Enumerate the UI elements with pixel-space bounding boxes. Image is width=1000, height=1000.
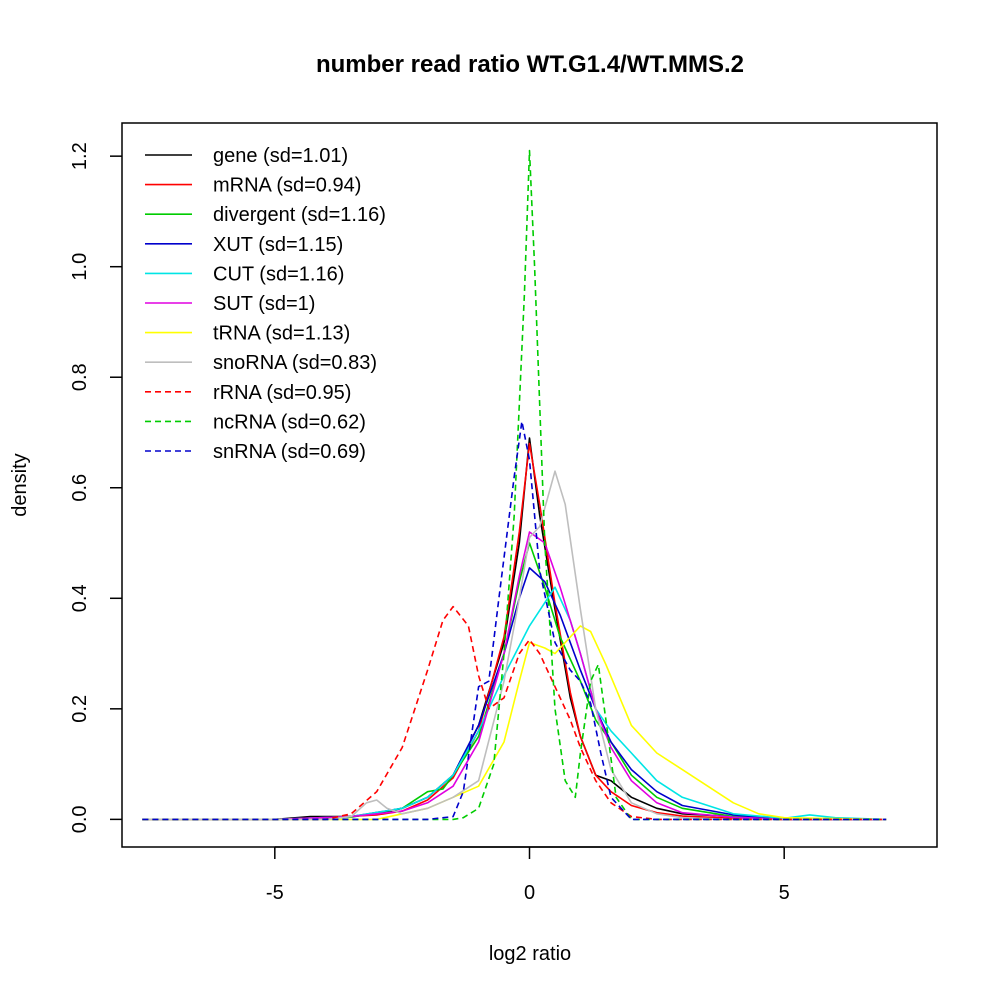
series-line-7	[142, 470, 887, 821]
legend-label: mRNA (sd=0.94)	[213, 175, 361, 197]
x-tick-label: 5	[779, 882, 790, 904]
series-line-10	[142, 420, 887, 821]
x-axis-label: log2 ratio	[489, 943, 571, 965]
y-tick-label: 0.8	[69, 363, 91, 391]
legend-label: SUT (sd=1)	[213, 293, 315, 315]
y-tick-label: 1.0	[69, 253, 91, 281]
legend: gene (sd=1.01) mRNA (sd=0.94) divergent (s…	[145, 145, 386, 463]
y-tick-label: 0.2	[69, 695, 91, 723]
legend-label: CUT (sd=1.16)	[213, 263, 344, 285]
y-axis-label: density	[9, 453, 31, 516]
series-line-8	[142, 605, 887, 821]
chart-title: number read ratio WT.G1.4/WT.MMS.2	[316, 51, 744, 78]
y-tick-label: 0.6	[69, 474, 91, 502]
legend-label: divergent (sd=1.16)	[213, 204, 386, 226]
legend-label: snoRNA (sd=0.83)	[213, 352, 377, 374]
series-lines	[142, 149, 887, 821]
series-line-9	[142, 149, 887, 821]
legend-label: gene (sd=1.01)	[213, 145, 348, 167]
y-tick-label: 1.2	[69, 142, 91, 170]
y-tick-label: 0.0	[69, 805, 91, 833]
legend-label: tRNA (sd=1.13)	[213, 323, 350, 345]
legend-label: XUT (sd=1.15)	[213, 234, 343, 256]
y-tick-label: 0.4	[69, 584, 91, 612]
legend-label: snRNA (sd=0.69)	[213, 441, 366, 463]
legend-label: rRNA (sd=0.95)	[213, 382, 351, 404]
series-line-2	[142, 542, 887, 821]
legend-label: ncRNA (sd=0.62)	[213, 411, 366, 433]
x-axis: -5 0 5	[266, 846, 790, 904]
y-axis: 0.0 0.2 0.4 0.6 0.8 1.0 1.2	[69, 142, 122, 833]
x-tick-label: -5	[266, 882, 284, 904]
x-tick-label: 0	[524, 882, 535, 904]
